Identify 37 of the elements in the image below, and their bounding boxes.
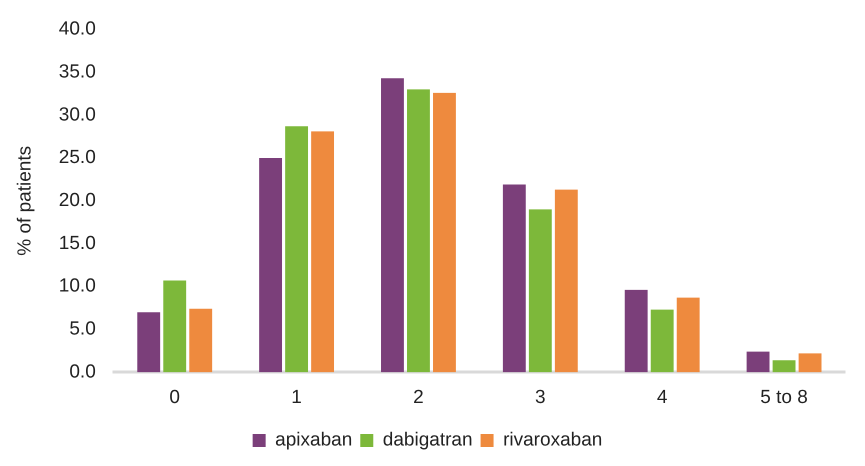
bar — [502, 184, 526, 372]
bar — [381, 78, 404, 372]
y-tick-label: 20.0 — [58, 190, 96, 212]
bar — [311, 131, 334, 372]
x-tick-label: 2 — [413, 386, 424, 408]
y-axis-title: % of patients — [14, 146, 36, 256]
bar — [189, 308, 212, 372]
y-tick-label: 10.0 — [58, 276, 96, 297]
legend-label: apixaban — [275, 430, 352, 451]
x-tick-label: 3 — [535, 386, 546, 408]
y-tick-label: 40.0 — [58, 18, 96, 40]
bar — [137, 312, 160, 372]
y-tick-label: 35.0 — [58, 61, 96, 82]
bar — [285, 126, 308, 372]
y-tick-label: 25.0 — [58, 147, 96, 168]
bar — [624, 290, 648, 372]
x-tick-label: 5 to 8 — [760, 386, 808, 408]
legend-label: dabigatran — [382, 430, 473, 451]
y-tick-label: 0.0 — [69, 361, 96, 382]
bar — [798, 353, 822, 372]
bar — [676, 298, 700, 372]
x-tick-label: 0 — [169, 386, 180, 408]
bar — [259, 158, 282, 372]
y-tick-label: 30.0 — [58, 104, 96, 126]
y-tick-label: 15.0 — [58, 232, 96, 254]
bar — [650, 310, 674, 372]
bar — [746, 352, 770, 372]
y-tick-label: 5.0 — [69, 318, 96, 340]
bar — [554, 190, 578, 372]
x-tick-label: 1 — [291, 386, 302, 408]
legend-label: rivaroxaban — [503, 430, 602, 451]
bar — [528, 209, 552, 372]
bar — [772, 360, 796, 372]
bar — [163, 280, 186, 372]
x-tick-label: 4 — [656, 386, 668, 408]
bar — [407, 89, 430, 372]
bar — [433, 92, 456, 372]
